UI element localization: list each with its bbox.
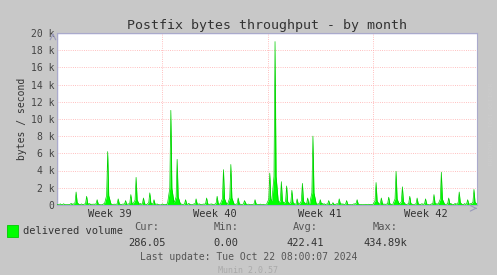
Text: 286.05: 286.05: [128, 238, 166, 248]
Text: Munin 2.0.57: Munin 2.0.57: [219, 266, 278, 274]
Text: delivered volume: delivered volume: [23, 226, 123, 236]
Text: 0.00: 0.00: [214, 238, 239, 248]
Text: Min:: Min:: [214, 222, 239, 232]
Title: Postfix bytes throughput - by month: Postfix bytes throughput - by month: [127, 19, 407, 32]
Text: 434.89k: 434.89k: [363, 238, 407, 248]
Text: RRDTOOL / TOBI OETIKER: RRDTOOL / TOBI OETIKER: [489, 82, 494, 165]
Text: Avg:: Avg:: [293, 222, 318, 232]
Text: 422.41: 422.41: [287, 238, 325, 248]
Text: Max:: Max:: [373, 222, 398, 232]
Text: Last update: Tue Oct 22 08:00:07 2024: Last update: Tue Oct 22 08:00:07 2024: [140, 252, 357, 262]
Y-axis label: bytes / second: bytes / second: [17, 78, 27, 160]
Text: Cur:: Cur:: [134, 222, 159, 232]
